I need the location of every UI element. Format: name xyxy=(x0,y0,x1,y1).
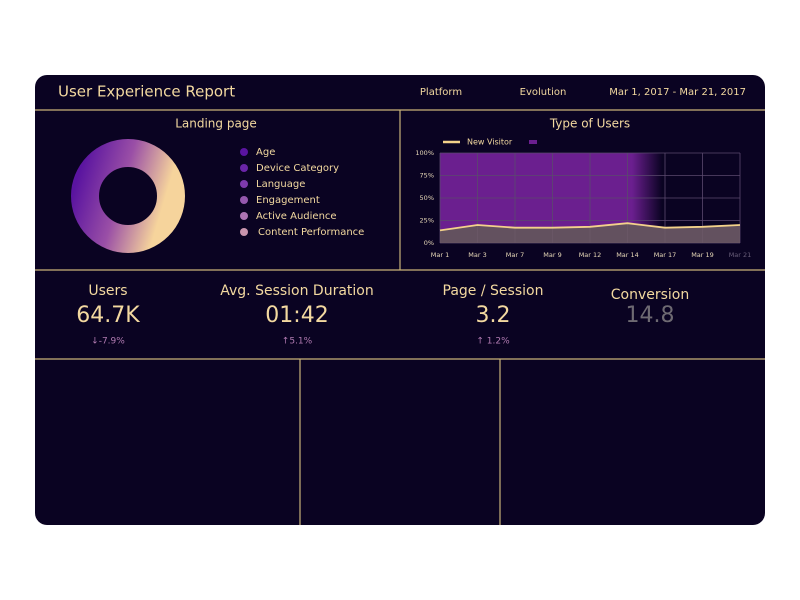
x-tick-label: Mar 21 xyxy=(729,251,752,259)
panel-title: Type of Users xyxy=(549,117,630,131)
kpi-change: ↓-7.9% xyxy=(91,337,125,347)
legend-dot xyxy=(240,180,248,188)
report-title: User Experience Report xyxy=(58,83,235,101)
y-tick-label: 75% xyxy=(420,172,434,180)
kpi-label: Avg. Session Duration xyxy=(220,283,374,299)
x-tick-label: Mar 9 xyxy=(543,251,561,259)
legend-label: Active Audience xyxy=(256,211,337,222)
y-tick-label: 50% xyxy=(420,194,434,202)
legend-dot xyxy=(240,196,248,204)
legend-label: New Visitor xyxy=(467,138,513,147)
kpi-change: ↑5.1% xyxy=(282,337,313,347)
kpi-label: Conversion xyxy=(611,287,690,303)
kpi-value: 01:42 xyxy=(265,303,328,328)
kpi-label: Users xyxy=(88,283,127,299)
x-tick-label: Mar 17 xyxy=(654,251,677,259)
kpi-value: 14.8 xyxy=(626,303,675,328)
legend-dot xyxy=(240,212,248,220)
series-line xyxy=(439,222,741,232)
x-tick-label: Mar 1 xyxy=(431,251,449,259)
nav-tab[interactable]: Platform xyxy=(420,87,462,98)
legend-dot xyxy=(240,148,248,156)
legend-dot xyxy=(240,164,248,172)
legend-label: Engagement xyxy=(256,195,320,206)
kpi-change: ↑ 1.2% xyxy=(476,337,510,347)
x-tick-label: Mar 14 xyxy=(616,251,639,259)
legend-label: Language xyxy=(256,179,305,190)
date-range[interactable]: Mar 1, 2017 - Mar 21, 2017 xyxy=(609,87,746,98)
legend-label: Device Category xyxy=(256,163,339,174)
legend-label: Content Performance xyxy=(258,227,364,238)
legend-label: Age xyxy=(256,147,275,158)
y-tick-label: 100% xyxy=(415,149,434,157)
kpi-value: 64.7K xyxy=(76,303,140,328)
kpi-value: 3.2 xyxy=(476,303,511,328)
legend-dot xyxy=(240,228,248,236)
nav-tab[interactable]: Evolution xyxy=(520,87,567,98)
panel-title: Landing page xyxy=(175,117,257,131)
x-tick-label: Mar 3 xyxy=(468,251,486,259)
y-tick-label: 25% xyxy=(420,217,434,225)
x-tick-label: Mar 7 xyxy=(506,251,524,259)
kpi-label: Page / Session xyxy=(443,283,544,299)
donut xyxy=(71,139,185,253)
y-tick-label: 0% xyxy=(424,239,434,247)
x-tick-label: Mar 12 xyxy=(579,251,602,259)
legend-swatch xyxy=(529,140,537,144)
x-tick-label: Mar 19 xyxy=(691,251,714,259)
